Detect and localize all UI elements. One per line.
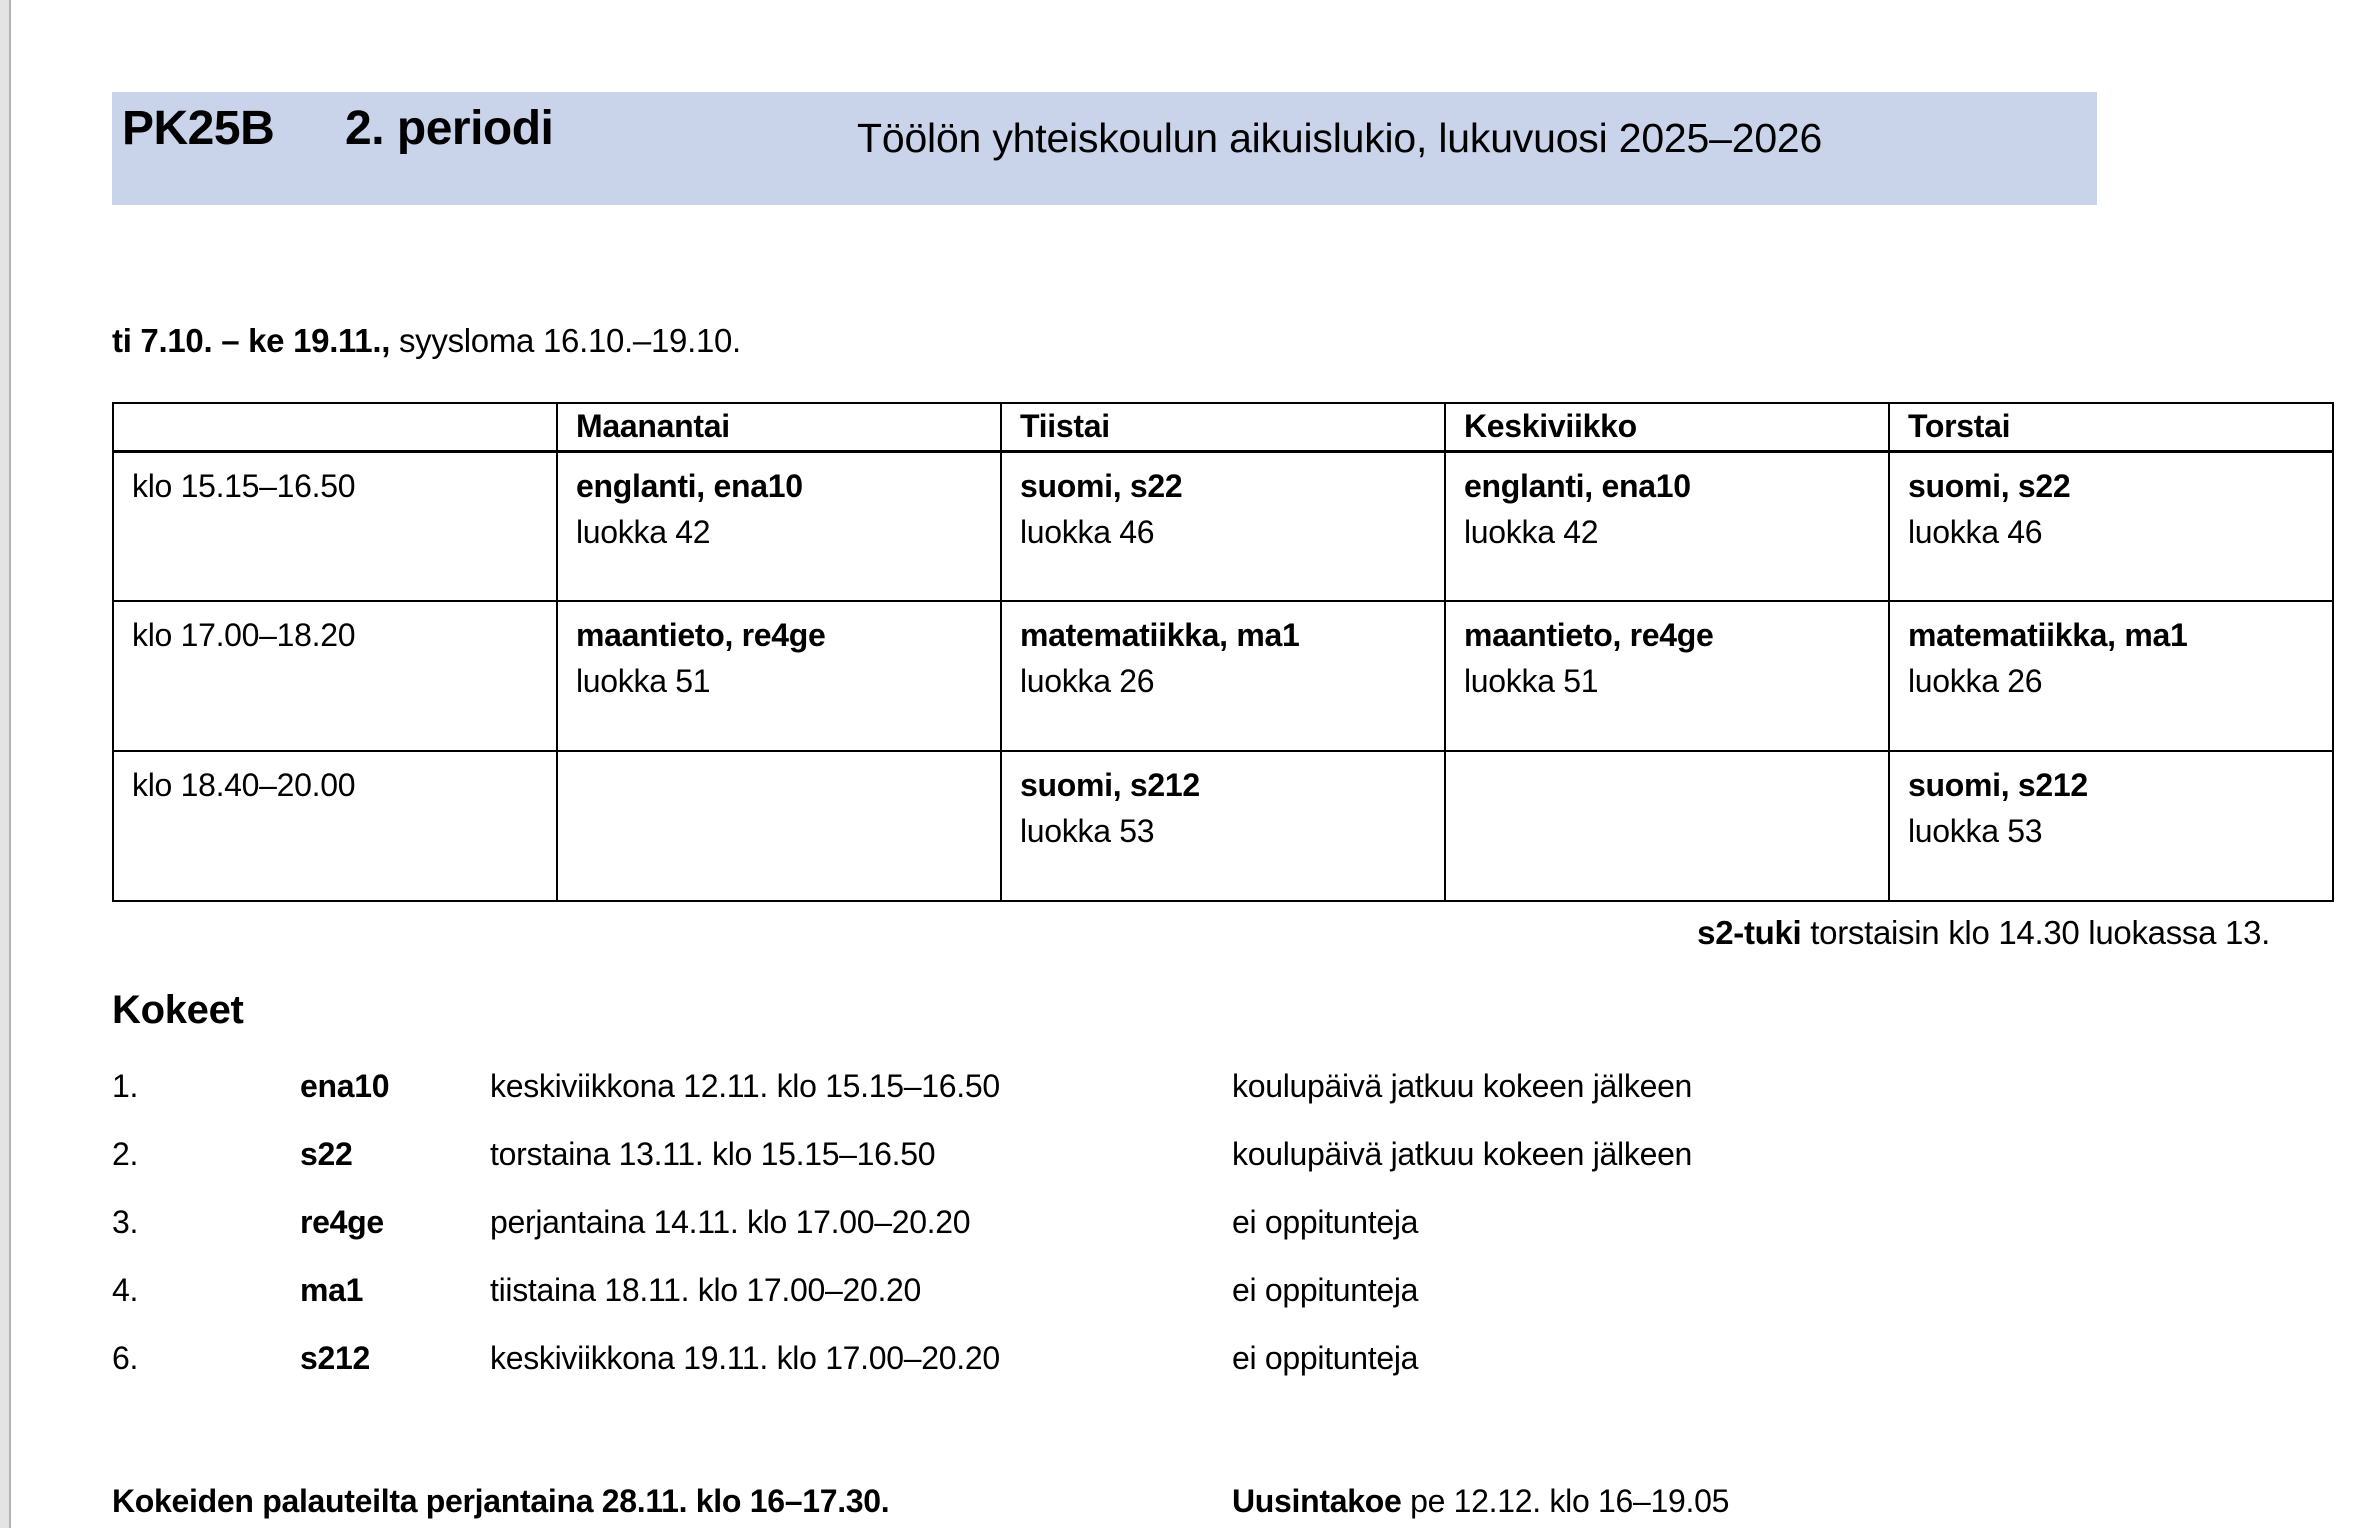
room-label: luokka 26: [1908, 663, 2043, 699]
exam-datetime: keskiviikkona 19.11. klo 17.00–20.20: [490, 1340, 1000, 1376]
exam-course-code: ena10: [300, 1068, 390, 1104]
weekly-timetable: Maanantai Tiistai Keskiviikko Torstai kl…: [112, 402, 2334, 902]
header-banner: PK25B 2. periodi Töölön yhteiskoulun aik…: [112, 92, 2097, 205]
lesson-cell: maantieto, re4ge luokka 51: [556, 600, 1002, 752]
s2-support-details: torstaisin klo 14.30 luokassa 13.: [1801, 914, 2270, 951]
room-label: luokka 42: [1464, 513, 1599, 550]
col-header-tuesday: Tiistai: [1000, 402, 1446, 453]
time-slot: klo 17.00–18.20: [112, 600, 558, 752]
date-range-line: ti 7.10. – ke 19.11., syysloma 16.10.–19…: [112, 322, 741, 360]
lesson-cell: matematiikka, ma1 luokka 26: [1888, 600, 2334, 752]
exam-datetime: keskiviikkona 12.11. klo 15.15–16.50: [490, 1068, 1000, 1104]
room-label: luokka 53: [1908, 813, 2043, 849]
room-label: luokka 51: [576, 663, 711, 699]
exam-course-code: re4ge: [300, 1204, 384, 1240]
timetable-header-row: Maanantai Tiistai Keskiviikko Torstai: [112, 402, 2334, 453]
course-name: matematiikka, ma1: [1020, 617, 1300, 653]
timetable-row: klo 18.40–20.00 suomi, s212 luokka 53 su…: [112, 750, 2334, 902]
exams-heading: Kokeet: [112, 988, 244, 1032]
retake-label: Uusintakoe: [1232, 1483, 1402, 1519]
page-edge: [0, 0, 11, 1528]
timetable-row: klo 15.15–16.50 englanti, ena10 luokka 4…: [112, 450, 2334, 602]
lesson-cell: maantieto, re4ge luokka 51: [1444, 600, 1890, 752]
room-label: luokka 46: [1908, 513, 2043, 550]
school-name: Töölön yhteiskoulun aikuislukio, lukuvuo…: [857, 115, 1823, 161]
exam-note: koulupäivä jatkuu kokeen jälkeen: [1232, 1136, 1693, 1172]
exam-course-code: s212: [300, 1340, 370, 1376]
lesson-cell: matematiikka, ma1 luokka 26: [1000, 600, 1446, 752]
exam-number: 1.: [112, 1068, 139, 1104]
col-header-thursday: Torstai: [1888, 402, 2334, 453]
exam-feedback-line: Kokeiden palauteilta perjantaina 28.11. …: [112, 1483, 890, 1519]
lesson-cell: suomi, s212 luokka 53: [1000, 750, 1446, 902]
course-name: suomi, s22: [1020, 467, 1183, 504]
course-name: matematiikka, ma1: [1908, 617, 2188, 653]
date-range: ti 7.10. – ke 19.11.,: [112, 322, 391, 359]
autumn-break-note: syysloma 16.10.–19.10.: [398, 322, 741, 359]
time-slot: klo 15.15–16.50: [112, 450, 558, 602]
exam-course-code: s22: [300, 1136, 353, 1172]
col-header-monday: Maanantai: [556, 402, 1002, 453]
lesson-cell: englanti, ena10 luokka 42: [556, 450, 1002, 602]
exam-note: ei oppitunteja: [1232, 1340, 1419, 1376]
exam-note: koulupäivä jatkuu kokeen jälkeen: [1232, 1068, 1693, 1104]
room-label: luokka 53: [1020, 813, 1155, 849]
course-name: suomi, s212: [1020, 767, 1200, 803]
room-label: luokka 42: [576, 513, 711, 550]
lesson-cell: suomi, s22 luokka 46: [1000, 450, 1446, 602]
exam-note: ei oppitunteja: [1232, 1204, 1419, 1240]
exam-number: 2.: [112, 1136, 139, 1172]
exam-note: ei oppitunteja: [1232, 1272, 1419, 1308]
col-header-wednesday: Keskiviikko: [1444, 402, 1890, 453]
course-name: maantieto, re4ge: [576, 617, 826, 653]
retake-line: Uusintakoe pe 12.12. klo 16–19.05: [1232, 1483, 1729, 1520]
lesson-cell: suomi, s212 luokka 53: [1888, 750, 2334, 902]
course-name: englanti, ena10: [576, 467, 803, 504]
lesson-cell-empty: [556, 750, 1002, 902]
room-label: luokka 46: [1020, 513, 1155, 550]
exam-list: 1. ena10 keskiviikkona 12.11. klo 15.15–…: [112, 1068, 1692, 1408]
exam-datetime: torstaina 13.11. klo 15.15–16.50: [490, 1136, 936, 1172]
course-name: suomi, s22: [1908, 467, 2071, 504]
room-label: luokka 51: [1464, 663, 1599, 699]
exam-number: 3.: [112, 1204, 139, 1240]
course-name: maantieto, re4ge: [1464, 617, 1714, 653]
time-slot: klo 18.40–20.00: [112, 750, 558, 902]
exam-datetime: tiistaina 18.11. klo 17.00–20.20: [490, 1272, 922, 1308]
retake-details: pe 12.12. klo 16–19.05: [1401, 1483, 1730, 1519]
course-name: suomi, s212: [1908, 767, 2088, 803]
group-code: PK25B: [122, 102, 275, 155]
lesson-cell-empty: [1444, 750, 1890, 902]
exam-datetime: perjantaina 14.11. klo 17.00–20.20: [490, 1204, 971, 1240]
lesson-cell: suomi, s22 luokka 46: [1888, 450, 2334, 602]
s2-support-label: s2-tuki: [1697, 914, 1802, 951]
exam-number: 4.: [112, 1272, 139, 1308]
s2-support-note: s2-tuki torstaisin klo 14.30 luokassa 13…: [1697, 914, 2270, 952]
lesson-cell: englanti, ena10 luokka 42: [1444, 450, 1890, 602]
col-header-time: [112, 402, 558, 453]
exam-course-code: ma1: [300, 1272, 364, 1308]
timetable-row: klo 17.00–18.20 maantieto, re4ge luokka …: [112, 600, 2334, 752]
course-name: englanti, ena10: [1464, 467, 1691, 504]
room-label: luokka 26: [1020, 663, 1155, 699]
exam-number: 6.: [112, 1340, 139, 1376]
period-title: 2. periodi: [345, 102, 554, 155]
